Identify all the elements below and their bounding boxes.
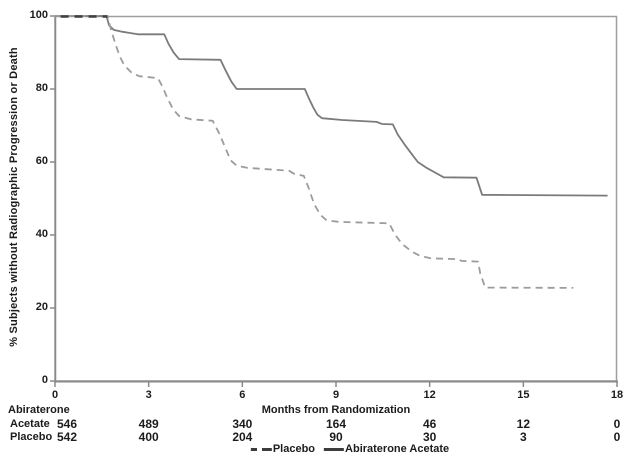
x-tick-label: 15 <box>517 389 530 401</box>
legend-item-placebo: Placebo <box>250 443 316 455</box>
x-axis-title: Months from Randomization <box>261 404 411 416</box>
at-risk-count: 0 <box>613 430 621 444</box>
at-risk-count: 0 <box>613 417 621 431</box>
legend-item-abiraterone: Abiraterone Acetate <box>324 443 449 455</box>
x-tick-label: 12 <box>423 389 436 401</box>
y-tick-label: 60 <box>35 155 48 167</box>
at-risk-count: 164 <box>325 417 347 431</box>
y-tick-label: 0 <box>41 374 48 386</box>
at-risk-count: 542 <box>56 430 78 444</box>
y-tick-label: 80 <box>35 82 48 94</box>
at-risk-group1-label-line1: Abiraterone <box>8 404 70 416</box>
legend-label-abiraterone: Abiraterone Acetate <box>345 443 450 455</box>
x-tick-label: 3 <box>145 389 152 401</box>
x-tick-label: 0 <box>51 389 59 401</box>
abiraterone-curve <box>55 15 608 197</box>
at-risk-group2-label: Placebo <box>10 431 53 443</box>
at-risk-count: 204 <box>232 430 253 444</box>
at-risk-count: 12 <box>516 417 530 431</box>
x-tick-label: 18 <box>610 389 624 401</box>
dashed-line-icon <box>250 447 272 451</box>
plot-frame <box>54 15 618 382</box>
solid-line-icon <box>324 447 345 451</box>
legend: Placebo Abiraterone Acetate <box>250 443 449 455</box>
at-risk-count: 90 <box>329 430 343 444</box>
at-risk-count: 3 <box>519 430 527 444</box>
at-risk-group1-label-line2: Acetate <box>10 418 50 430</box>
at-risk-count: 400 <box>138 430 159 444</box>
legend-label-placebo: Placebo <box>272 443 316 455</box>
y-tick-label: 20 <box>35 301 48 313</box>
y-tick-label: 40 <box>35 228 48 240</box>
y-tick-label: 100 <box>29 9 48 21</box>
x-tick-label: 6 <box>239 389 246 401</box>
placebo-curve <box>55 15 574 289</box>
at-risk-count: 46 <box>422 417 437 431</box>
x-tick-label: 9 <box>332 389 340 401</box>
at-risk-count: 30 <box>422 430 437 444</box>
at-risk-count: 546 <box>56 417 78 431</box>
at-risk-count: 489 <box>138 417 159 431</box>
at-risk-count: 340 <box>232 417 253 431</box>
